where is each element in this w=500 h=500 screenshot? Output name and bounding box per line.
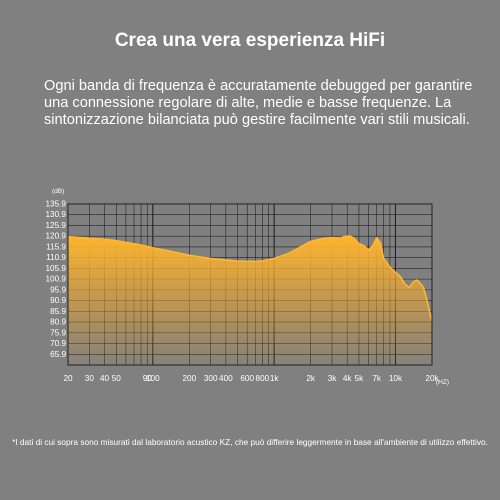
x-tick-label: 1k [270, 374, 280, 383]
y-tick-label: 85.9 [50, 307, 66, 316]
y-tick-label: 75.9 [50, 328, 66, 337]
y-tick-label: 125.9 [46, 221, 67, 230]
y-axis-unit-label: (dB) [52, 188, 64, 195]
x-tick-label: 10k [389, 374, 403, 383]
x-tick-label: 2k [306, 374, 316, 383]
y-tick-label: 90.9 [50, 296, 66, 305]
y-tick-label: 80.9 [50, 318, 66, 327]
x-tick-label: 50 [112, 374, 122, 383]
x-tick-label: 40 [100, 374, 110, 383]
y-tick-label: 130.9 [46, 210, 67, 219]
x-tick-label: 20 [63, 374, 73, 383]
x-tick-label: 800 [256, 374, 270, 383]
y-tick-label: 100.9 [46, 275, 67, 284]
response-curve-line [67, 235, 433, 321]
x-tick-label: 30 [85, 374, 95, 383]
x-tick-label: 20k [425, 374, 439, 383]
x-tick-label: 4k [343, 374, 353, 383]
x-tick-label: 100 [146, 374, 160, 383]
y-tick-label: 70.9 [50, 339, 66, 348]
x-tick-label: 400 [219, 374, 233, 383]
y-tick-label: 95.9 [50, 285, 66, 294]
chart-frame [67, 203, 433, 366]
response-area-fill [68, 235, 432, 365]
description-text: Ogni banda di frequenza è accuratamente … [44, 78, 473, 128]
plot-frame [67, 203, 433, 366]
x-tick-label: 300 [204, 374, 218, 383]
y-tick-label: 105.9 [46, 264, 67, 273]
x-tick-label: 200 [182, 374, 196, 383]
x-tick-label: 7k [372, 374, 382, 383]
y-tick-label: 65.9 [50, 350, 66, 359]
footnote-text: *I dati di cui sopra sono misurati dal l… [12, 437, 488, 447]
x-tick-label: 600 [240, 374, 254, 383]
x-tick-label: 3k [328, 374, 338, 383]
chart-area-layer [67, 235, 433, 365]
y-tick-label: 110.9 [46, 253, 66, 262]
page-title: Crea una vera esperienza HiFi [114, 30, 386, 51]
x-tick-label: 5k [355, 374, 365, 383]
y-tick-label: 135.9 [46, 200, 67, 209]
y-tick-label: 115.9 [46, 242, 66, 251]
x-axis-unit-label: (HZ) [436, 379, 449, 386]
x-tick-label: 90 [143, 374, 153, 383]
y-tick-label: 120.9 [46, 232, 67, 241]
